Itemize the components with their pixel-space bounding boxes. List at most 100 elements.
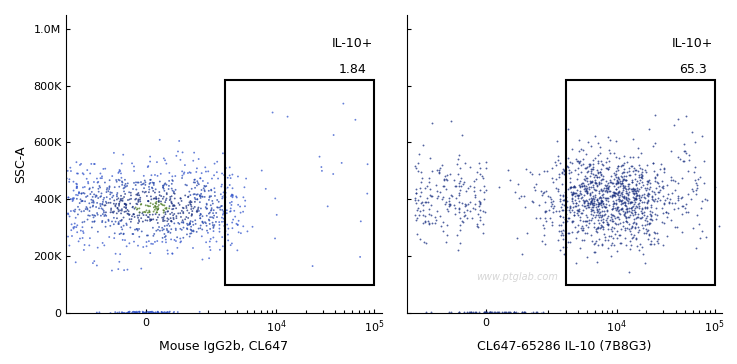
Point (161, 222, 173, 228)
Point (454, 178, 466, 184)
Point (61, 175, 73, 181)
Point (567, 218, 579, 223)
Point (607, 198, 619, 204)
Point (584, 192, 596, 198)
Point (620, 188, 632, 194)
Point (175, 226, 186, 232)
Point (137, 189, 149, 195)
Point (490, 310, 502, 316)
Point (576, 194, 588, 200)
Point (158, 231, 170, 237)
Point (116, 208, 128, 214)
Point (607, 192, 619, 198)
Point (617, 162, 629, 168)
Point (438, 177, 450, 183)
Point (130, 196, 142, 202)
Point (620, 194, 632, 200)
Point (119, 237, 131, 243)
Point (574, 190, 586, 196)
Point (103, 186, 115, 192)
Point (628, 198, 640, 203)
Point (69, 207, 81, 213)
Point (679, 148, 691, 154)
Point (188, 179, 200, 185)
Point (120, 209, 132, 214)
Point (563, 167, 575, 173)
Point (181, 207, 193, 213)
Point (568, 213, 580, 218)
Point (57, 219, 69, 225)
Point (546, 222, 558, 228)
Point (118, 215, 130, 221)
Point (65, 208, 77, 214)
Point (632, 145, 644, 151)
Point (615, 201, 626, 206)
Point (649, 211, 661, 217)
Point (417, 142, 429, 148)
Point (423, 206, 435, 212)
Point (665, 195, 677, 201)
Point (601, 155, 613, 161)
Point (161, 248, 173, 253)
Point (105, 209, 116, 215)
Point (138, 310, 150, 316)
Point (129, 227, 141, 233)
Point (582, 182, 594, 187)
Point (565, 183, 576, 189)
Point (100, 189, 112, 195)
Point (652, 180, 663, 186)
Point (92, 229, 104, 235)
Point (659, 201, 671, 206)
Point (616, 180, 628, 186)
Point (157, 185, 169, 190)
Point (120, 184, 132, 190)
Point (578, 237, 590, 243)
Point (546, 219, 558, 225)
Point (629, 196, 641, 202)
Point (478, 309, 490, 315)
Point (444, 309, 456, 315)
Point (636, 222, 648, 228)
Point (604, 189, 615, 194)
Point (133, 190, 144, 196)
Point (113, 199, 125, 205)
Point (185, 206, 197, 212)
Point (618, 170, 629, 175)
Point (632, 185, 643, 191)
Point (498, 309, 510, 315)
Point (116, 309, 128, 315)
Point (709, 184, 721, 190)
Point (150, 194, 162, 200)
Point (621, 197, 633, 202)
Point (458, 309, 470, 315)
Point (573, 182, 584, 187)
Point (609, 220, 621, 226)
Point (606, 214, 618, 219)
Point (580, 205, 592, 210)
Point (217, 150, 229, 156)
Point (119, 181, 131, 187)
Point (186, 199, 198, 205)
Point (170, 213, 182, 219)
Point (86, 225, 98, 230)
Point (222, 232, 234, 238)
Point (182, 222, 194, 228)
Point (616, 170, 628, 176)
Point (593, 199, 604, 205)
Point (226, 172, 238, 178)
Point (557, 214, 569, 220)
Point (55, 187, 67, 193)
Point (122, 181, 133, 186)
Point (601, 190, 612, 195)
Point (419, 309, 431, 314)
Point (120, 205, 132, 210)
Point (537, 190, 548, 196)
Point (581, 164, 593, 170)
Point (179, 162, 191, 168)
Point (150, 210, 162, 215)
Point (81, 167, 93, 173)
Point (602, 185, 614, 190)
Point (120, 203, 132, 209)
Point (141, 233, 153, 238)
Point (197, 257, 209, 262)
